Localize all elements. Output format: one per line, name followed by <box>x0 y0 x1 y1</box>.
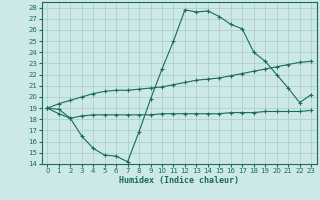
X-axis label: Humidex (Indice chaleur): Humidex (Indice chaleur) <box>119 176 239 185</box>
